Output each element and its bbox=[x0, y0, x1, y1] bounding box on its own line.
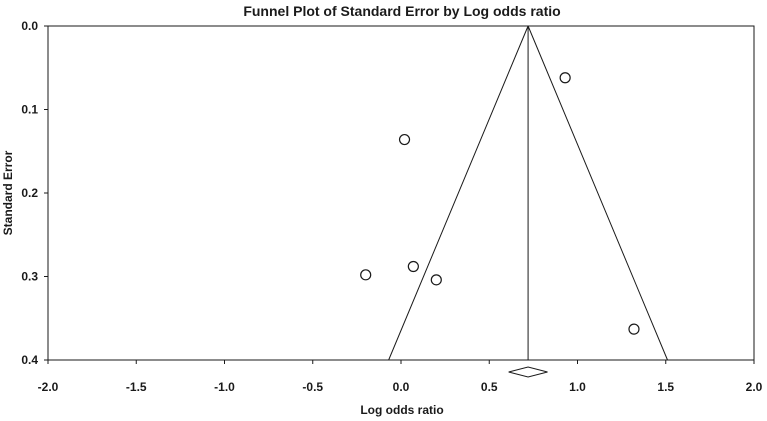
chart-title: Funnel Plot of Standard Error by Log odd… bbox=[243, 3, 560, 19]
study-point bbox=[628, 323, 640, 335]
y-axis: 0.0 0.1 0.2 0.3 0.4 bbox=[21, 19, 48, 367]
x-tick-label: 1.5 bbox=[657, 380, 674, 394]
x-tick-label: -0.5 bbox=[302, 380, 323, 394]
summary-diamond-group bbox=[508, 366, 548, 378]
x-tick-label: 1.0 bbox=[569, 380, 586, 394]
x-tick-label: -1.0 bbox=[214, 380, 235, 394]
y-tick-label: 0.3 bbox=[21, 270, 38, 284]
y-tick-label: 0.0 bbox=[21, 19, 38, 33]
study-point bbox=[430, 274, 442, 286]
x-axis-label: Log odds ratio bbox=[360, 403, 443, 417]
data-points bbox=[360, 72, 640, 335]
x-axis: -2.0 -1.5 -1.0 -0.5 0.0 0.5 1.0 1.5 2.0 bbox=[38, 360, 763, 394]
x-tick-label: -1.5 bbox=[126, 380, 147, 394]
y-tick-label: 0.2 bbox=[21, 186, 38, 200]
y-axis-label: Standard Error bbox=[1, 150, 15, 235]
study-point bbox=[360, 269, 372, 281]
study-point bbox=[559, 72, 571, 84]
x-tick-label: 2.0 bbox=[746, 380, 763, 394]
study-point bbox=[398, 133, 411, 146]
x-tick-label: 0.5 bbox=[481, 380, 498, 394]
funnel-left-limit bbox=[388, 25, 529, 361]
summary-diamond bbox=[508, 366, 548, 378]
funnel-right-limit bbox=[527, 25, 668, 361]
funnel-lines bbox=[388, 25, 668, 361]
x-tick-label: -2.0 bbox=[38, 380, 59, 394]
study-point bbox=[407, 260, 419, 273]
x-tick-label: 0.0 bbox=[393, 380, 410, 394]
plot-area bbox=[47, 25, 755, 361]
y-tick-label: 0.4 bbox=[21, 353, 38, 367]
y-tick-label: 0.1 bbox=[21, 103, 38, 117]
